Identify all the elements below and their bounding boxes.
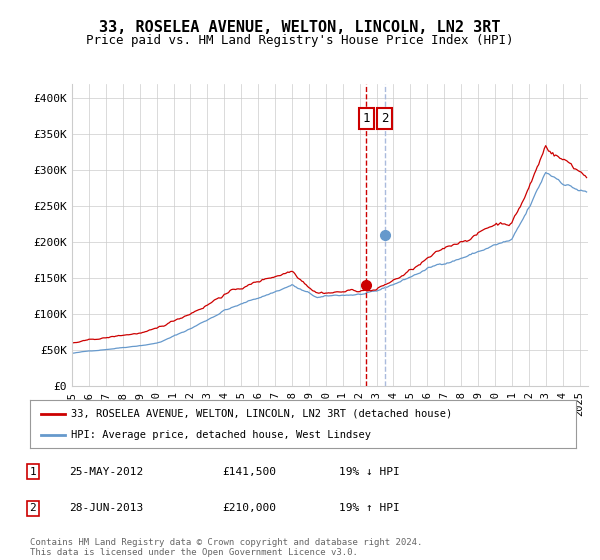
Text: £141,500: £141,500 [222, 466, 276, 477]
Text: 28-JUN-2013: 28-JUN-2013 [69, 503, 143, 514]
Text: Price paid vs. HM Land Registry's House Price Index (HPI): Price paid vs. HM Land Registry's House … [86, 34, 514, 46]
Text: 19% ↓ HPI: 19% ↓ HPI [339, 466, 400, 477]
Text: 2: 2 [381, 112, 389, 125]
Text: HPI: Average price, detached house, West Lindsey: HPI: Average price, detached house, West… [71, 430, 371, 440]
Text: 33, ROSELEA AVENUE, WELTON, LINCOLN, LN2 3RT (detached house): 33, ROSELEA AVENUE, WELTON, LINCOLN, LN2… [71, 409, 452, 419]
Text: Contains HM Land Registry data © Crown copyright and database right 2024.
This d: Contains HM Land Registry data © Crown c… [30, 538, 422, 557]
Text: 1: 1 [29, 466, 37, 477]
Text: 25-MAY-2012: 25-MAY-2012 [69, 466, 143, 477]
Text: 2: 2 [29, 503, 37, 514]
Text: 1: 1 [362, 112, 370, 125]
Text: £210,000: £210,000 [222, 503, 276, 514]
Text: 33, ROSELEA AVENUE, WELTON, LINCOLN, LN2 3RT: 33, ROSELEA AVENUE, WELTON, LINCOLN, LN2… [99, 20, 501, 35]
Text: 19% ↑ HPI: 19% ↑ HPI [339, 503, 400, 514]
